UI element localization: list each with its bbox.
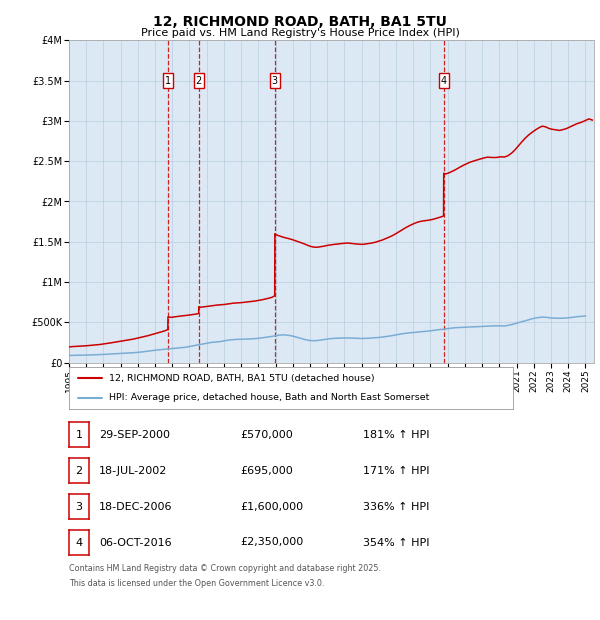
Text: 181% ↑ HPI: 181% ↑ HPI xyxy=(363,430,430,440)
Text: 171% ↑ HPI: 171% ↑ HPI xyxy=(363,466,430,476)
Text: Contains HM Land Registry data © Crown copyright and database right 2025.: Contains HM Land Registry data © Crown c… xyxy=(69,564,381,573)
Text: 06-OCT-2016: 06-OCT-2016 xyxy=(99,538,172,547)
Text: 336% ↑ HPI: 336% ↑ HPI xyxy=(363,502,430,512)
Text: 354% ↑ HPI: 354% ↑ HPI xyxy=(363,538,430,547)
Text: 29-SEP-2000: 29-SEP-2000 xyxy=(99,430,170,440)
Text: HPI: Average price, detached house, Bath and North East Somerset: HPI: Average price, detached house, Bath… xyxy=(109,393,430,402)
Text: 3: 3 xyxy=(272,76,278,86)
Text: £1,600,000: £1,600,000 xyxy=(240,502,303,512)
Text: £695,000: £695,000 xyxy=(240,466,293,476)
Text: 4: 4 xyxy=(76,538,82,547)
Text: This data is licensed under the Open Government Licence v3.0.: This data is licensed under the Open Gov… xyxy=(69,579,325,588)
Text: £2,350,000: £2,350,000 xyxy=(240,538,303,547)
Text: 3: 3 xyxy=(76,502,82,512)
Text: 2: 2 xyxy=(76,466,82,476)
Text: £570,000: £570,000 xyxy=(240,430,293,440)
Text: 1: 1 xyxy=(165,76,171,86)
Text: 4: 4 xyxy=(440,76,447,86)
Text: 12, RICHMOND ROAD, BATH, BA1 5TU: 12, RICHMOND ROAD, BATH, BA1 5TU xyxy=(153,16,447,30)
Text: 2: 2 xyxy=(196,76,202,86)
Text: 12, RICHMOND ROAD, BATH, BA1 5TU (detached house): 12, RICHMOND ROAD, BATH, BA1 5TU (detach… xyxy=(109,374,374,383)
Text: 18-JUL-2002: 18-JUL-2002 xyxy=(99,466,167,476)
Text: 1: 1 xyxy=(76,430,82,440)
Text: 18-DEC-2006: 18-DEC-2006 xyxy=(99,502,173,512)
Text: Price paid vs. HM Land Registry's House Price Index (HPI): Price paid vs. HM Land Registry's House … xyxy=(140,28,460,38)
